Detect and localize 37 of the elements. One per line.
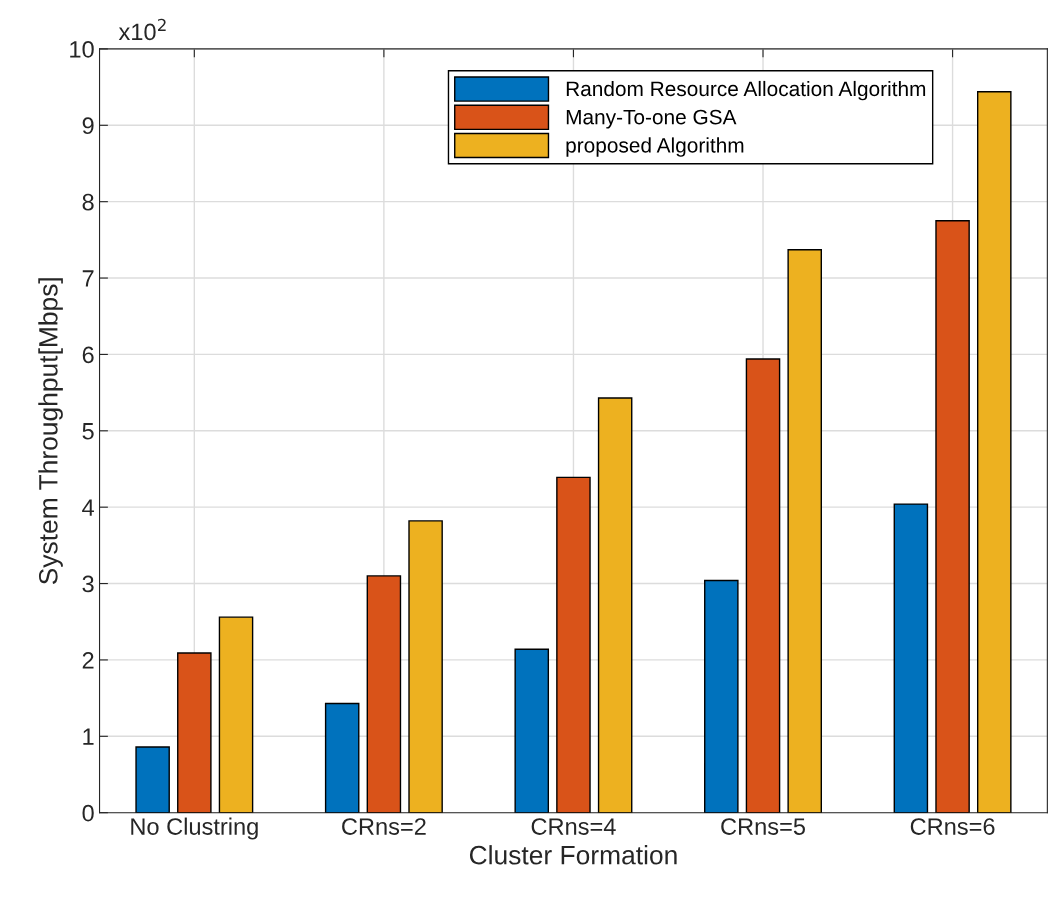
y-tick-label: 4 [82,499,94,516]
y-tick-label: 0 [82,804,94,822]
bar [597,397,633,813]
x-tick-label: CRns=6 [910,818,995,835]
y-axis-title: System Throughput[Mbps] [38,278,63,585]
bar [704,579,739,813]
y-tick-label: 1 [83,728,94,745]
bar [218,616,254,813]
bar [893,503,929,813]
legend-label: proposed Algorithm [566,137,744,157]
bar [556,476,591,813]
bar [935,220,970,813]
y-tick-label: 9 [82,117,94,135]
text: x10$^{2}$ [118,18,166,41]
x-axis-title: Cluster Formation [469,845,677,865]
bar [976,90,1012,813]
y-tick-label: 7 [82,270,94,287]
bar [177,652,212,813]
bar [787,249,822,813]
x-tick-label: CRns=4 [531,818,616,835]
x-tick-label: CRns=5 [721,818,805,835]
bar [135,746,170,813]
bar [514,648,550,813]
legend-label: Random Resource Allocation Algorithm [566,80,926,101]
y-tick-label: 6 [82,346,94,364]
y-tick-label: 10 [70,40,94,58]
y-tick-label: 3 [82,575,94,593]
x-tick-label: CRns=2 [342,818,426,835]
y-tick-label: 2 [82,652,94,669]
x-tick-label: No Clustring [131,817,258,840]
bar [745,358,781,813]
bar [324,702,360,813]
y-tick-label: 5 [82,423,94,440]
legend-label: Many-To-one GSA [566,109,737,129]
bar [366,575,402,813]
y-tick-label: 8 [82,193,94,211]
bar [408,520,443,813]
